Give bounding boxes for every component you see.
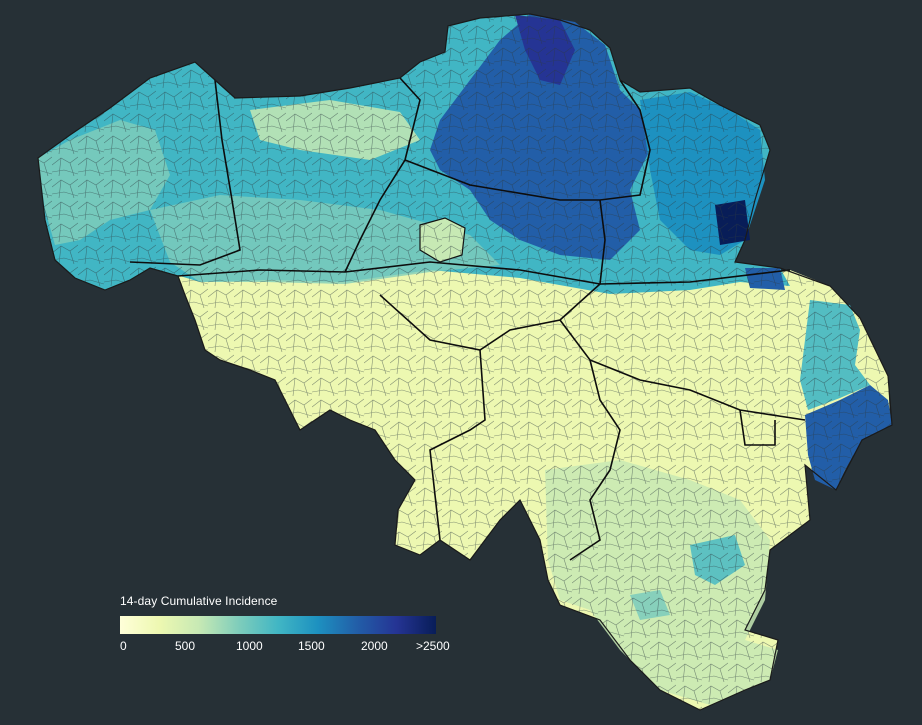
legend-tick-label: >2500 [416,639,450,653]
belgium-outline [37,13,893,711]
color-legend: 14-day Cumulative Incidence 0 500 1000 1… [120,594,450,655]
legend-tick-label: 500 [175,639,196,653]
legend-title: 14-day Cumulative Incidence [120,594,278,608]
legend-tick-label: 2000 [361,639,388,653]
legend-ticks: 0 500 1000 1500 2000 >2500 [120,639,450,655]
municipality-borders [38,14,892,710]
legend-color-bar [120,616,436,634]
province-borders [129,77,806,561]
legend-tick-label: 1500 [298,639,325,653]
legend-tick-label: 0 [120,639,127,653]
legend-tick-label: 1000 [236,639,263,653]
